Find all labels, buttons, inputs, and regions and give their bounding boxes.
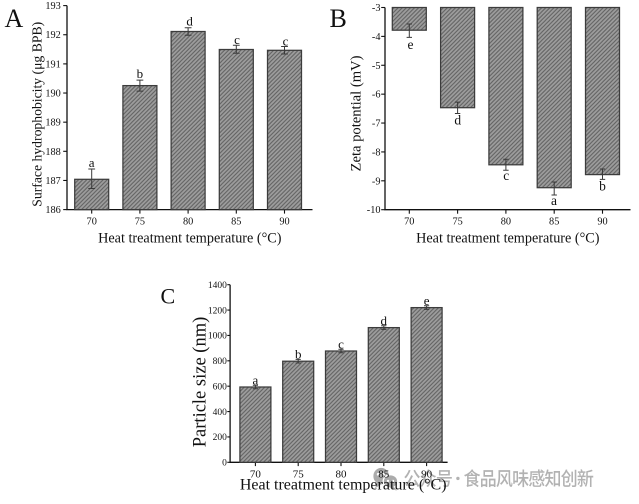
svg-text:90: 90 — [279, 217, 289, 228]
svg-text:192: 192 — [45, 30, 60, 41]
svg-text:b: b — [599, 179, 606, 194]
svg-text:C: C — [161, 284, 176, 309]
svg-text:-9: -9 — [372, 176, 381, 187]
svg-text:191: 191 — [45, 59, 60, 70]
svg-text:0: 0 — [222, 459, 227, 469]
svg-text:Heat treatment temperature (°C: Heat treatment temperature (°C) — [240, 477, 447, 494]
svg-text:800: 800 — [213, 357, 228, 367]
svg-text:a: a — [253, 373, 259, 388]
svg-text:a: a — [551, 193, 557, 208]
svg-text:85: 85 — [378, 469, 390, 481]
svg-text:75: 75 — [293, 469, 305, 481]
svg-text:a: a — [89, 155, 95, 170]
svg-text:80: 80 — [183, 217, 193, 228]
svg-text:70: 70 — [250, 469, 262, 481]
svg-text:-4: -4 — [372, 32, 381, 43]
svg-text:B: B — [330, 4, 347, 33]
svg-text:Particle size (nm): Particle size (nm) — [191, 317, 211, 447]
svg-text:b: b — [295, 347, 302, 362]
svg-text:e: e — [408, 37, 414, 52]
svg-text:80: 80 — [336, 469, 348, 481]
svg-text:600: 600 — [213, 382, 228, 392]
svg-text:186: 186 — [45, 205, 60, 216]
svg-text:c: c — [503, 168, 509, 183]
svg-text:-8: -8 — [372, 147, 381, 158]
svg-text:d: d — [186, 14, 193, 29]
svg-text:1000: 1000 — [208, 332, 227, 342]
svg-text:-7: -7 — [372, 119, 381, 130]
svg-text:80: 80 — [501, 217, 511, 228]
svg-text:Zeta potential (mV): Zeta potential (mV) — [349, 55, 365, 171]
svg-text:e: e — [424, 293, 430, 308]
svg-text:193: 193 — [45, 1, 60, 12]
svg-text:c: c — [338, 337, 344, 352]
svg-text:-5: -5 — [372, 61, 381, 72]
svg-text:75: 75 — [452, 217, 462, 228]
svg-text:85: 85 — [549, 217, 559, 228]
svg-text:-6: -6 — [372, 90, 381, 101]
svg-text:c: c — [283, 33, 289, 48]
svg-text:75: 75 — [135, 217, 145, 228]
svg-text:A: A — [5, 4, 24, 33]
svg-text:400: 400 — [213, 408, 228, 418]
svg-text:d: d — [381, 313, 388, 328]
svg-text:d: d — [454, 113, 461, 128]
svg-text:Surface hydrophobicity (μg BPB: Surface hydrophobicity (μg BPB) — [30, 22, 46, 207]
svg-text:188: 188 — [45, 147, 60, 158]
svg-text:70: 70 — [87, 217, 97, 228]
svg-text:1200: 1200 — [208, 306, 227, 316]
svg-text:c: c — [234, 32, 240, 47]
svg-text:-10: -10 — [367, 205, 381, 216]
svg-text:Heat treatment temperature (°C: Heat treatment temperature (°C) — [416, 231, 600, 247]
svg-text:70: 70 — [404, 217, 414, 228]
svg-text:-3: -3 — [372, 3, 381, 14]
svg-text:1400: 1400 — [208, 281, 227, 291]
svg-text:Heat treatment temperature (°C: Heat treatment temperature (°C) — [98, 231, 282, 247]
svg-text:189: 189 — [45, 118, 60, 129]
svg-text:200: 200 — [213, 433, 228, 443]
svg-text:90: 90 — [597, 217, 607, 228]
svg-text:187: 187 — [45, 176, 60, 187]
svg-text:b: b — [137, 66, 144, 81]
svg-text:85: 85 — [231, 217, 241, 228]
svg-text:90: 90 — [421, 469, 433, 481]
svg-text:190: 190 — [45, 89, 60, 100]
